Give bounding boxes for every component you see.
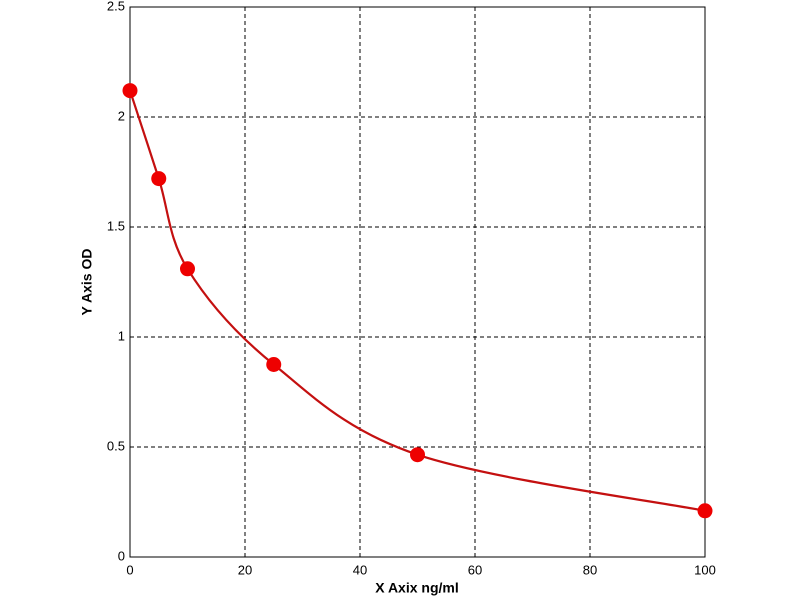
y-tick-label: 1 bbox=[118, 328, 125, 343]
y-axis-title: Y Axis OD bbox=[79, 249, 95, 316]
data-point bbox=[151, 171, 167, 187]
data-point bbox=[180, 261, 195, 277]
x-tick-label: 40 bbox=[353, 562, 367, 577]
data-point bbox=[122, 83, 138, 99]
data-point bbox=[697, 503, 713, 519]
y-tick-label: 1.5 bbox=[107, 218, 125, 233]
x-tick-label: 20 bbox=[238, 562, 252, 577]
y-tick-label: 0 bbox=[118, 548, 125, 563]
x-tick-label: 80 bbox=[583, 562, 597, 577]
x-tick-label: 60 bbox=[468, 562, 482, 577]
data-point bbox=[410, 447, 425, 463]
plot-frame bbox=[129, 6, 706, 558]
x-tick-label: 100 bbox=[694, 562, 716, 577]
y-tick-label: 0.5 bbox=[107, 438, 125, 453]
y-tick-label: 2 bbox=[118, 108, 125, 123]
x-axis-title: X Axix ng/ml bbox=[375, 580, 459, 596]
data-point bbox=[266, 357, 282, 372]
x-tick-label: 0 bbox=[126, 562, 133, 577]
y-tick-label: 2.5 bbox=[107, 0, 125, 13]
